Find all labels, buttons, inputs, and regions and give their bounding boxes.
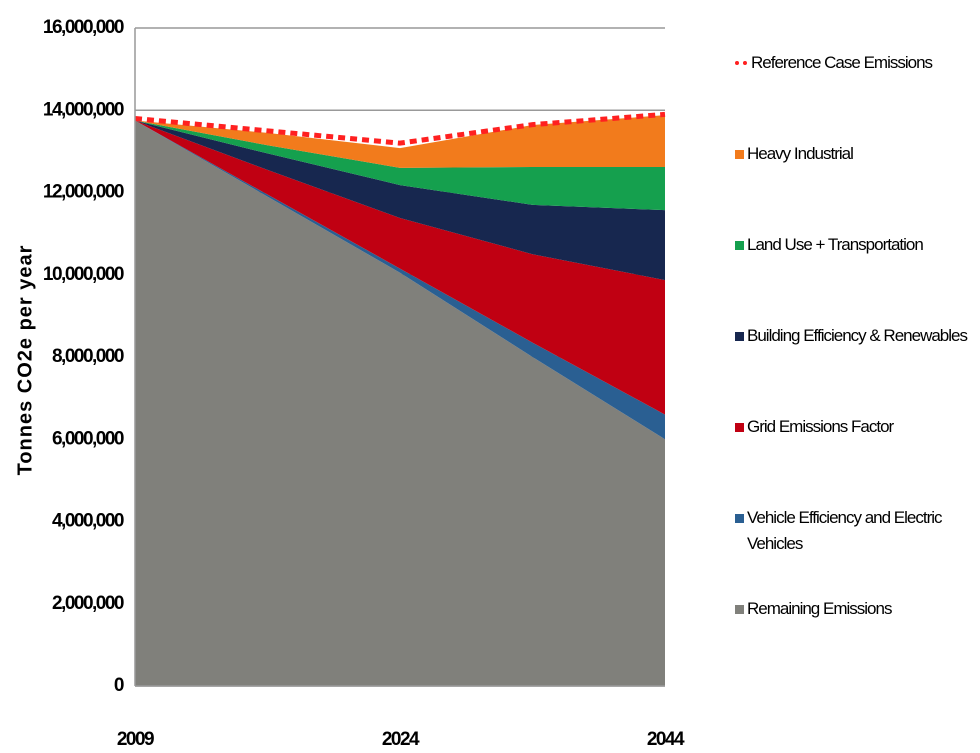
area [135, 115, 665, 168]
legend-item: Grid Emissions Factor [735, 414, 980, 505]
legend-item: Remaining Emissions [735, 596, 980, 687]
legend-swatch [735, 241, 744, 250]
legend-label: Remaining Emissions [747, 599, 892, 618]
legend-label: Building Efficiency & Renewables [747, 326, 968, 345]
legend-label: Heavy Industrial [747, 144, 854, 163]
y-tick-label: 4,000,000 [52, 511, 124, 532]
legend-label: Reference Case Emissions [751, 53, 933, 72]
y-tick-label: 12,000,000 [43, 182, 124, 203]
legend-item: Heavy Industrial [735, 141, 980, 232]
x-tick-label: 2044 [647, 729, 685, 750]
legend: Reference Case Emissions Heavy Industrial… [735, 50, 980, 687]
legend-swatch [735, 332, 744, 341]
legend-item: Vehicle Efficiency and Electric Vehicles [735, 505, 980, 596]
legend-label: Vehicle Efficiency and Electric Vehicles [747, 508, 943, 553]
y-tick-label: 6,000,000 [52, 428, 124, 449]
legend-swatch [735, 61, 747, 65]
x-tick-label: 2024 [382, 729, 420, 750]
area [135, 120, 665, 281]
y-axis-label: Tonnes CO2e per year [14, 245, 36, 476]
y-tick-label: 0 [114, 675, 124, 696]
y-tick-label: 8,000,000 [52, 346, 124, 367]
legend-item: Land Use + Transportation [735, 232, 980, 323]
chart: Tonnes CO2e per year 0 2,000,000 4,000,000… [14, 17, 686, 750]
area [135, 120, 665, 211]
area [135, 120, 665, 686]
legend-label: Grid Emissions Factor [747, 417, 894, 436]
legend-label: Land Use + Transportation [747, 235, 924, 254]
legend-swatch [735, 514, 744, 523]
y-tick-label: 16,000,000 [43, 17, 124, 38]
legend-item: Building Efficiency & Renewables [735, 323, 980, 414]
y-tick-label: 10,000,000 [43, 264, 124, 285]
legend-swatch [735, 150, 744, 159]
legend-swatch [735, 423, 744, 432]
area [135, 120, 665, 415]
y-tick-label: 14,000,000 [43, 99, 124, 120]
y-tick-label: 2,000,000 [52, 593, 124, 614]
reference-line [134, 111, 666, 146]
x-tick-label: 2009 [117, 729, 154, 750]
legend-swatch [735, 605, 744, 614]
legend-item: Reference Case Emissions [735, 50, 980, 141]
